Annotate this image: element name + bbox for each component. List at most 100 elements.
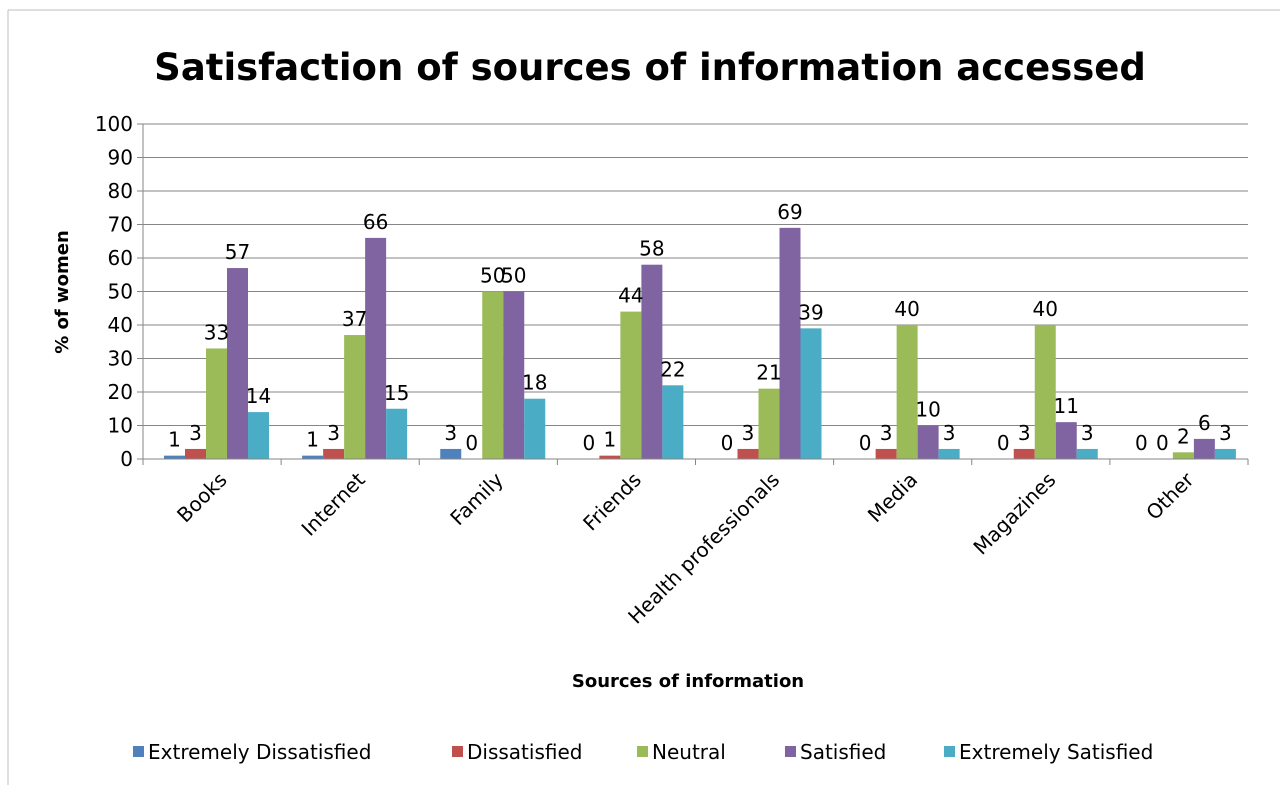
y-tick-label: 60: [108, 246, 133, 270]
legend-label: Extremely Dissatisfied: [148, 740, 371, 764]
legend-swatch: [452, 746, 463, 757]
data-label: 0: [721, 431, 734, 455]
data-label: 1: [168, 428, 181, 452]
data-label: 2: [1177, 424, 1190, 448]
bar: [1214, 448, 1236, 459]
x-tick-label: Other: [1141, 467, 1199, 525]
bar: [206, 348, 227, 459]
data-label: 22: [660, 357, 685, 381]
legend: Extremely Dissatisfied Dissatisfied Neutra…: [133, 740, 1153, 764]
bar: [1172, 452, 1194, 459]
data-label: 69: [777, 200, 802, 224]
bar: [875, 448, 897, 459]
bar: [386, 408, 408, 459]
x-axis-label: Sources of information: [572, 671, 804, 692]
data-label: 3: [189, 421, 202, 445]
legend-swatch: [944, 746, 955, 757]
bar: [248, 412, 269, 459]
data-label: 0: [1135, 431, 1148, 455]
bar: [503, 291, 525, 459]
data-label: 3: [327, 421, 340, 445]
bar: [599, 455, 621, 459]
legend-swatch: [637, 746, 648, 757]
data-label: 58: [639, 237, 664, 261]
bar: [737, 448, 759, 459]
y-tick-labels: 0 10 20 30 40 50 60 70 80 90 100: [95, 112, 133, 471]
data-label: 0: [1156, 431, 1169, 455]
bar: [1055, 422, 1077, 459]
data-label: 0: [465, 431, 478, 455]
x-tick-label: Health professionals: [623, 468, 784, 629]
bar: [302, 455, 324, 459]
data-label: 10: [915, 398, 940, 422]
y-tick-label: 10: [108, 414, 133, 438]
legend-label: Satisfied: [800, 740, 886, 764]
bar: [1193, 438, 1215, 459]
bar: [1034, 325, 1056, 459]
x-tick-label: Internet: [297, 467, 370, 540]
bar: [1013, 448, 1035, 459]
legend-label: Dissatisfied: [467, 740, 582, 764]
data-label: 0: [997, 431, 1010, 455]
grid-layer: [137, 123, 1249, 465]
y-axis-label: % of women: [52, 230, 73, 354]
data-label: 0: [859, 431, 872, 455]
y-tick-label: 100: [95, 112, 133, 136]
bar: [620, 311, 642, 459]
data-label: 39: [798, 300, 823, 324]
bar: [779, 227, 801, 459]
chart-title: Satisfaction of sources of information a…: [154, 46, 1146, 89]
data-label: 1: [604, 428, 617, 452]
bar: [440, 448, 462, 459]
x-tick-label: Family: [445, 467, 508, 530]
data-label: 11: [1054, 394, 1079, 418]
bar: [758, 388, 780, 459]
data-label: 3: [1018, 421, 1031, 445]
legend-swatch: [785, 746, 796, 757]
bars: [143, 227, 1248, 460]
y-tick-label: 40: [108, 313, 133, 337]
data-label: 66: [363, 210, 388, 234]
legend-label: Neutral: [652, 740, 726, 764]
bar: [641, 264, 663, 459]
legend-swatch: [133, 746, 144, 757]
data-label: 57: [225, 240, 250, 264]
data-label: 50: [501, 264, 526, 288]
data-label: 6: [1198, 411, 1211, 435]
data-label: 0: [583, 431, 596, 455]
bar: [917, 425, 939, 459]
legend-label: Extremely Satisfied: [959, 740, 1153, 764]
bar: [227, 268, 248, 459]
data-label: 3: [943, 421, 956, 445]
bar: [164, 455, 185, 459]
data-label: 40: [894, 297, 919, 321]
data-label: 33: [204, 320, 229, 344]
data-label: 3: [444, 421, 457, 445]
y-tick-label: 30: [108, 347, 133, 371]
bar: [323, 448, 345, 459]
bar: [482, 291, 504, 459]
data-label: 15: [384, 381, 409, 405]
data-label: 3: [1219, 421, 1232, 445]
bar: [662, 385, 684, 459]
bar: [524, 398, 546, 459]
data-label: 44: [618, 284, 643, 308]
y-tick-label: 20: [108, 380, 133, 404]
data-label: 3: [880, 421, 893, 445]
y-tick-label: 80: [108, 179, 133, 203]
data-label: 40: [1033, 297, 1058, 321]
bar: [800, 328, 822, 459]
data-label: 14: [246, 384, 271, 408]
y-tick-label: 90: [108, 146, 133, 170]
data-label: 18: [522, 371, 547, 395]
data-label: 50: [480, 264, 505, 288]
data-label: 3: [1081, 421, 1094, 445]
bar: [1076, 448, 1098, 459]
data-label: 3: [742, 421, 755, 445]
x-tick-label: Magazines: [968, 468, 1060, 560]
x-tick-label: Friends: [578, 468, 646, 536]
